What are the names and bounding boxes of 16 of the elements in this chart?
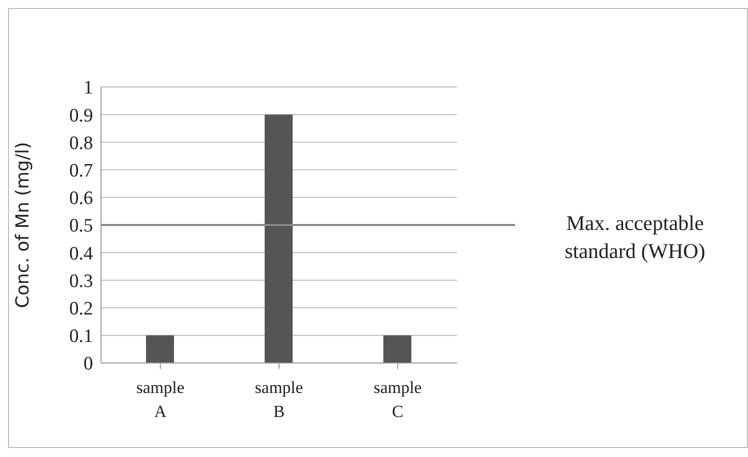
y-axis-title: Conc. of Mn (mg/l) <box>12 142 34 308</box>
y-tick-label: 1 <box>84 78 93 99</box>
x-tick-label: sample B <box>254 378 304 421</box>
y-tick-label: 0.8 <box>69 132 93 154</box>
y-tick-label: 0.2 <box>69 298 93 320</box>
x-tick-label: sample C <box>374 378 422 421</box>
ref-line-label: Max. acceptable standard (WHO) <box>564 211 706 263</box>
x-tick-label: sample A <box>136 378 184 421</box>
y-tick-label: 0 <box>84 354 93 375</box>
y-tick-label: 0.3 <box>69 270 93 292</box>
y-tick-label: 0.6 <box>69 188 93 210</box>
y-tick-label: 0.1 <box>69 326 93 348</box>
y-tick-label: 0.4 <box>69 243 94 264</box>
y-tick-label: 0.7 <box>69 160 93 182</box>
y-tick-label: 0.5 <box>69 216 93 237</box>
y-tick-label: 0.9 <box>69 105 93 126</box>
